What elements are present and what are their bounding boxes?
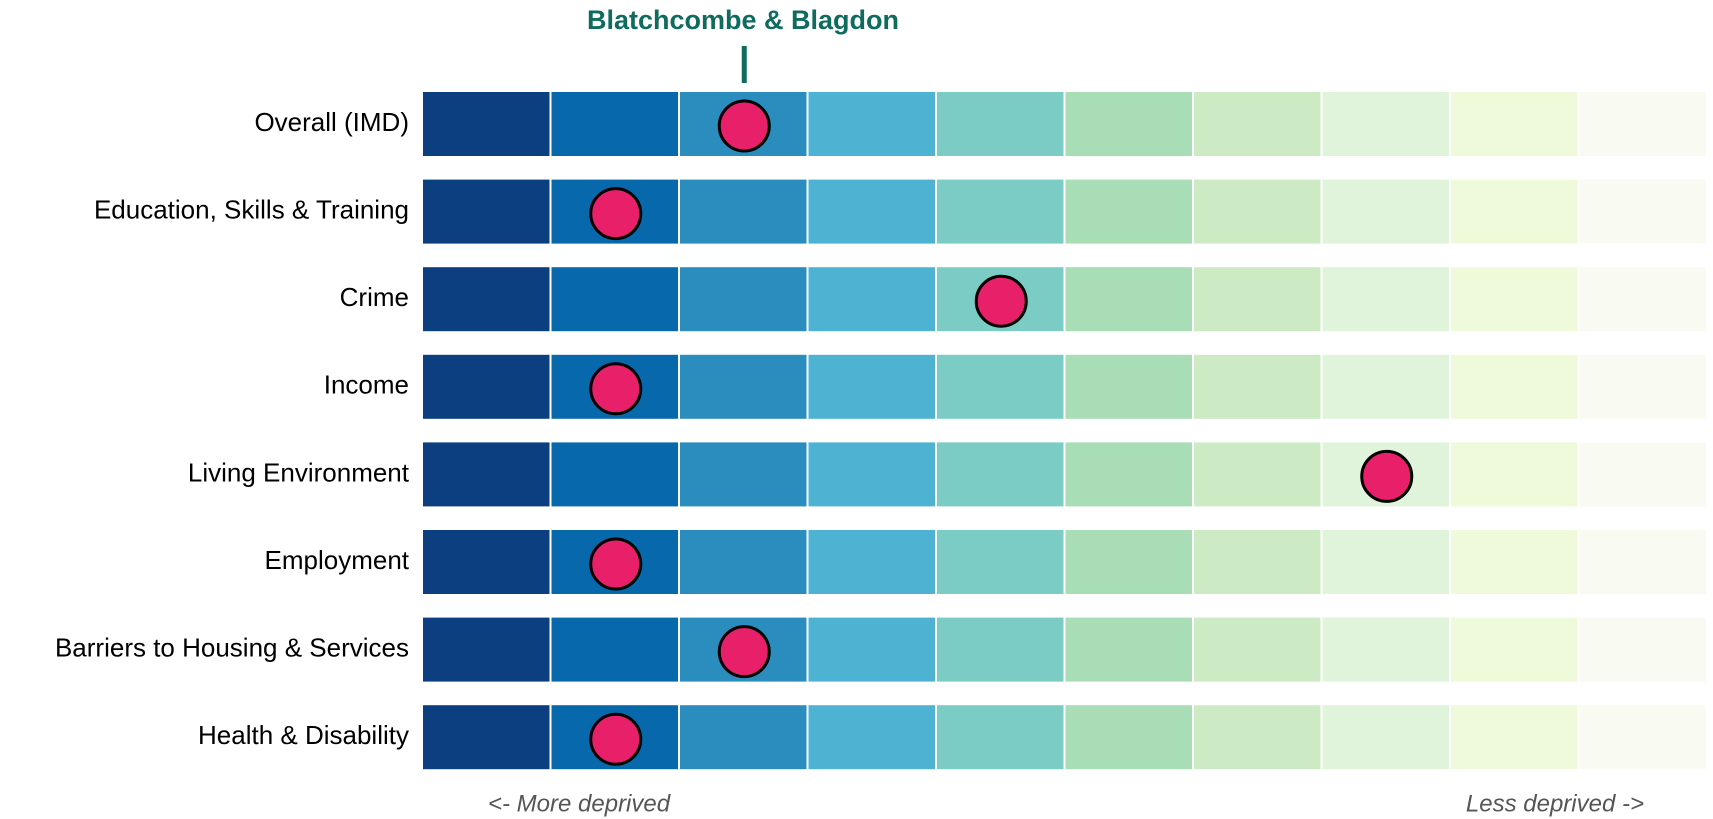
marker xyxy=(717,99,771,153)
left-annotation: <- More deprived xyxy=(488,790,671,817)
marker xyxy=(589,537,643,591)
decile-band xyxy=(808,267,935,332)
row-label: Crime xyxy=(340,282,409,312)
marker xyxy=(589,187,643,241)
decile-band xyxy=(1579,92,1706,156)
decile-band xyxy=(1194,705,1321,770)
decile-band xyxy=(808,530,935,594)
decile-band xyxy=(937,530,1064,594)
decile-band xyxy=(937,617,1064,682)
decile-band xyxy=(1065,617,1192,682)
decile-band xyxy=(423,179,550,244)
decile-band xyxy=(1451,530,1578,594)
decile-band xyxy=(1451,705,1578,770)
decile-band xyxy=(423,442,550,507)
decile-band xyxy=(423,354,550,419)
decile-band xyxy=(1322,267,1449,332)
decile-band xyxy=(551,442,678,507)
decile-band xyxy=(1322,92,1449,156)
decile-band xyxy=(1322,530,1449,594)
row-label: Overall (IMD) xyxy=(254,107,409,137)
decile-band xyxy=(1322,179,1449,244)
decile-band xyxy=(808,442,935,507)
decile-band xyxy=(423,267,550,332)
decile-band xyxy=(1065,179,1192,244)
decile-band xyxy=(1194,267,1321,332)
decile-band xyxy=(1451,617,1578,682)
chart-title: Blatchcombe & Blagdon xyxy=(587,5,899,35)
decile-band xyxy=(423,530,550,594)
marker xyxy=(589,362,643,416)
decile-band xyxy=(937,705,1064,770)
decile-band xyxy=(1579,267,1706,332)
decile-band xyxy=(1451,267,1578,332)
decile-band xyxy=(1065,705,1192,770)
decile-band xyxy=(1194,617,1321,682)
decile-band xyxy=(1194,92,1321,156)
decile-band xyxy=(680,179,807,244)
decile-band xyxy=(1065,267,1192,332)
decile-band xyxy=(937,442,1064,507)
decile-band xyxy=(1194,354,1321,419)
decile-band xyxy=(1579,617,1706,682)
decile-band xyxy=(423,92,550,156)
decile-band xyxy=(1451,92,1578,156)
decile-band xyxy=(1579,179,1706,244)
decile-band xyxy=(680,354,807,419)
decile-band xyxy=(808,617,935,682)
decile-band xyxy=(1579,705,1706,770)
row-label: Living Environment xyxy=(188,457,410,487)
decile-band xyxy=(1194,442,1321,507)
decile-band xyxy=(808,92,935,156)
right-annotation: Less deprived -> xyxy=(1466,790,1644,817)
decile-band xyxy=(937,92,1064,156)
decile-band xyxy=(1579,442,1706,507)
decile-band xyxy=(937,354,1064,419)
decile-band xyxy=(1322,354,1449,419)
decile-band xyxy=(1451,179,1578,244)
row-label: Health & Disability xyxy=(198,720,409,750)
decile-band xyxy=(1194,530,1321,594)
decile-band xyxy=(808,179,935,244)
decile-band xyxy=(423,617,550,682)
decile-band xyxy=(1194,179,1321,244)
decile-band xyxy=(551,267,678,332)
decile-band xyxy=(1579,530,1706,594)
marker xyxy=(974,274,1028,328)
decile-band xyxy=(1065,530,1192,594)
decile-band xyxy=(1065,92,1192,156)
decile-band xyxy=(937,179,1064,244)
marker xyxy=(589,712,643,766)
decile-band xyxy=(423,705,550,770)
decile-band xyxy=(808,705,935,770)
decile-band xyxy=(680,267,807,332)
decile-band xyxy=(1322,705,1449,770)
row-label: Income xyxy=(324,370,409,400)
row-label: Employment xyxy=(265,545,410,575)
decile-band xyxy=(808,354,935,419)
decile-band xyxy=(551,617,678,682)
row-label: Education, Skills & Training xyxy=(94,194,409,224)
decile-band xyxy=(680,442,807,507)
marker xyxy=(717,625,771,679)
decile-band xyxy=(680,705,807,770)
decile-band xyxy=(1579,354,1706,419)
decile-band xyxy=(551,92,678,156)
decile-band xyxy=(1451,442,1578,507)
marker xyxy=(1360,449,1414,503)
decile-band xyxy=(1065,442,1192,507)
decile-band xyxy=(1451,354,1578,419)
decile-band xyxy=(1065,354,1192,419)
decile-band xyxy=(680,530,807,594)
row-label: Barriers to Housing & Services xyxy=(55,632,409,662)
decile-band xyxy=(1322,617,1449,682)
